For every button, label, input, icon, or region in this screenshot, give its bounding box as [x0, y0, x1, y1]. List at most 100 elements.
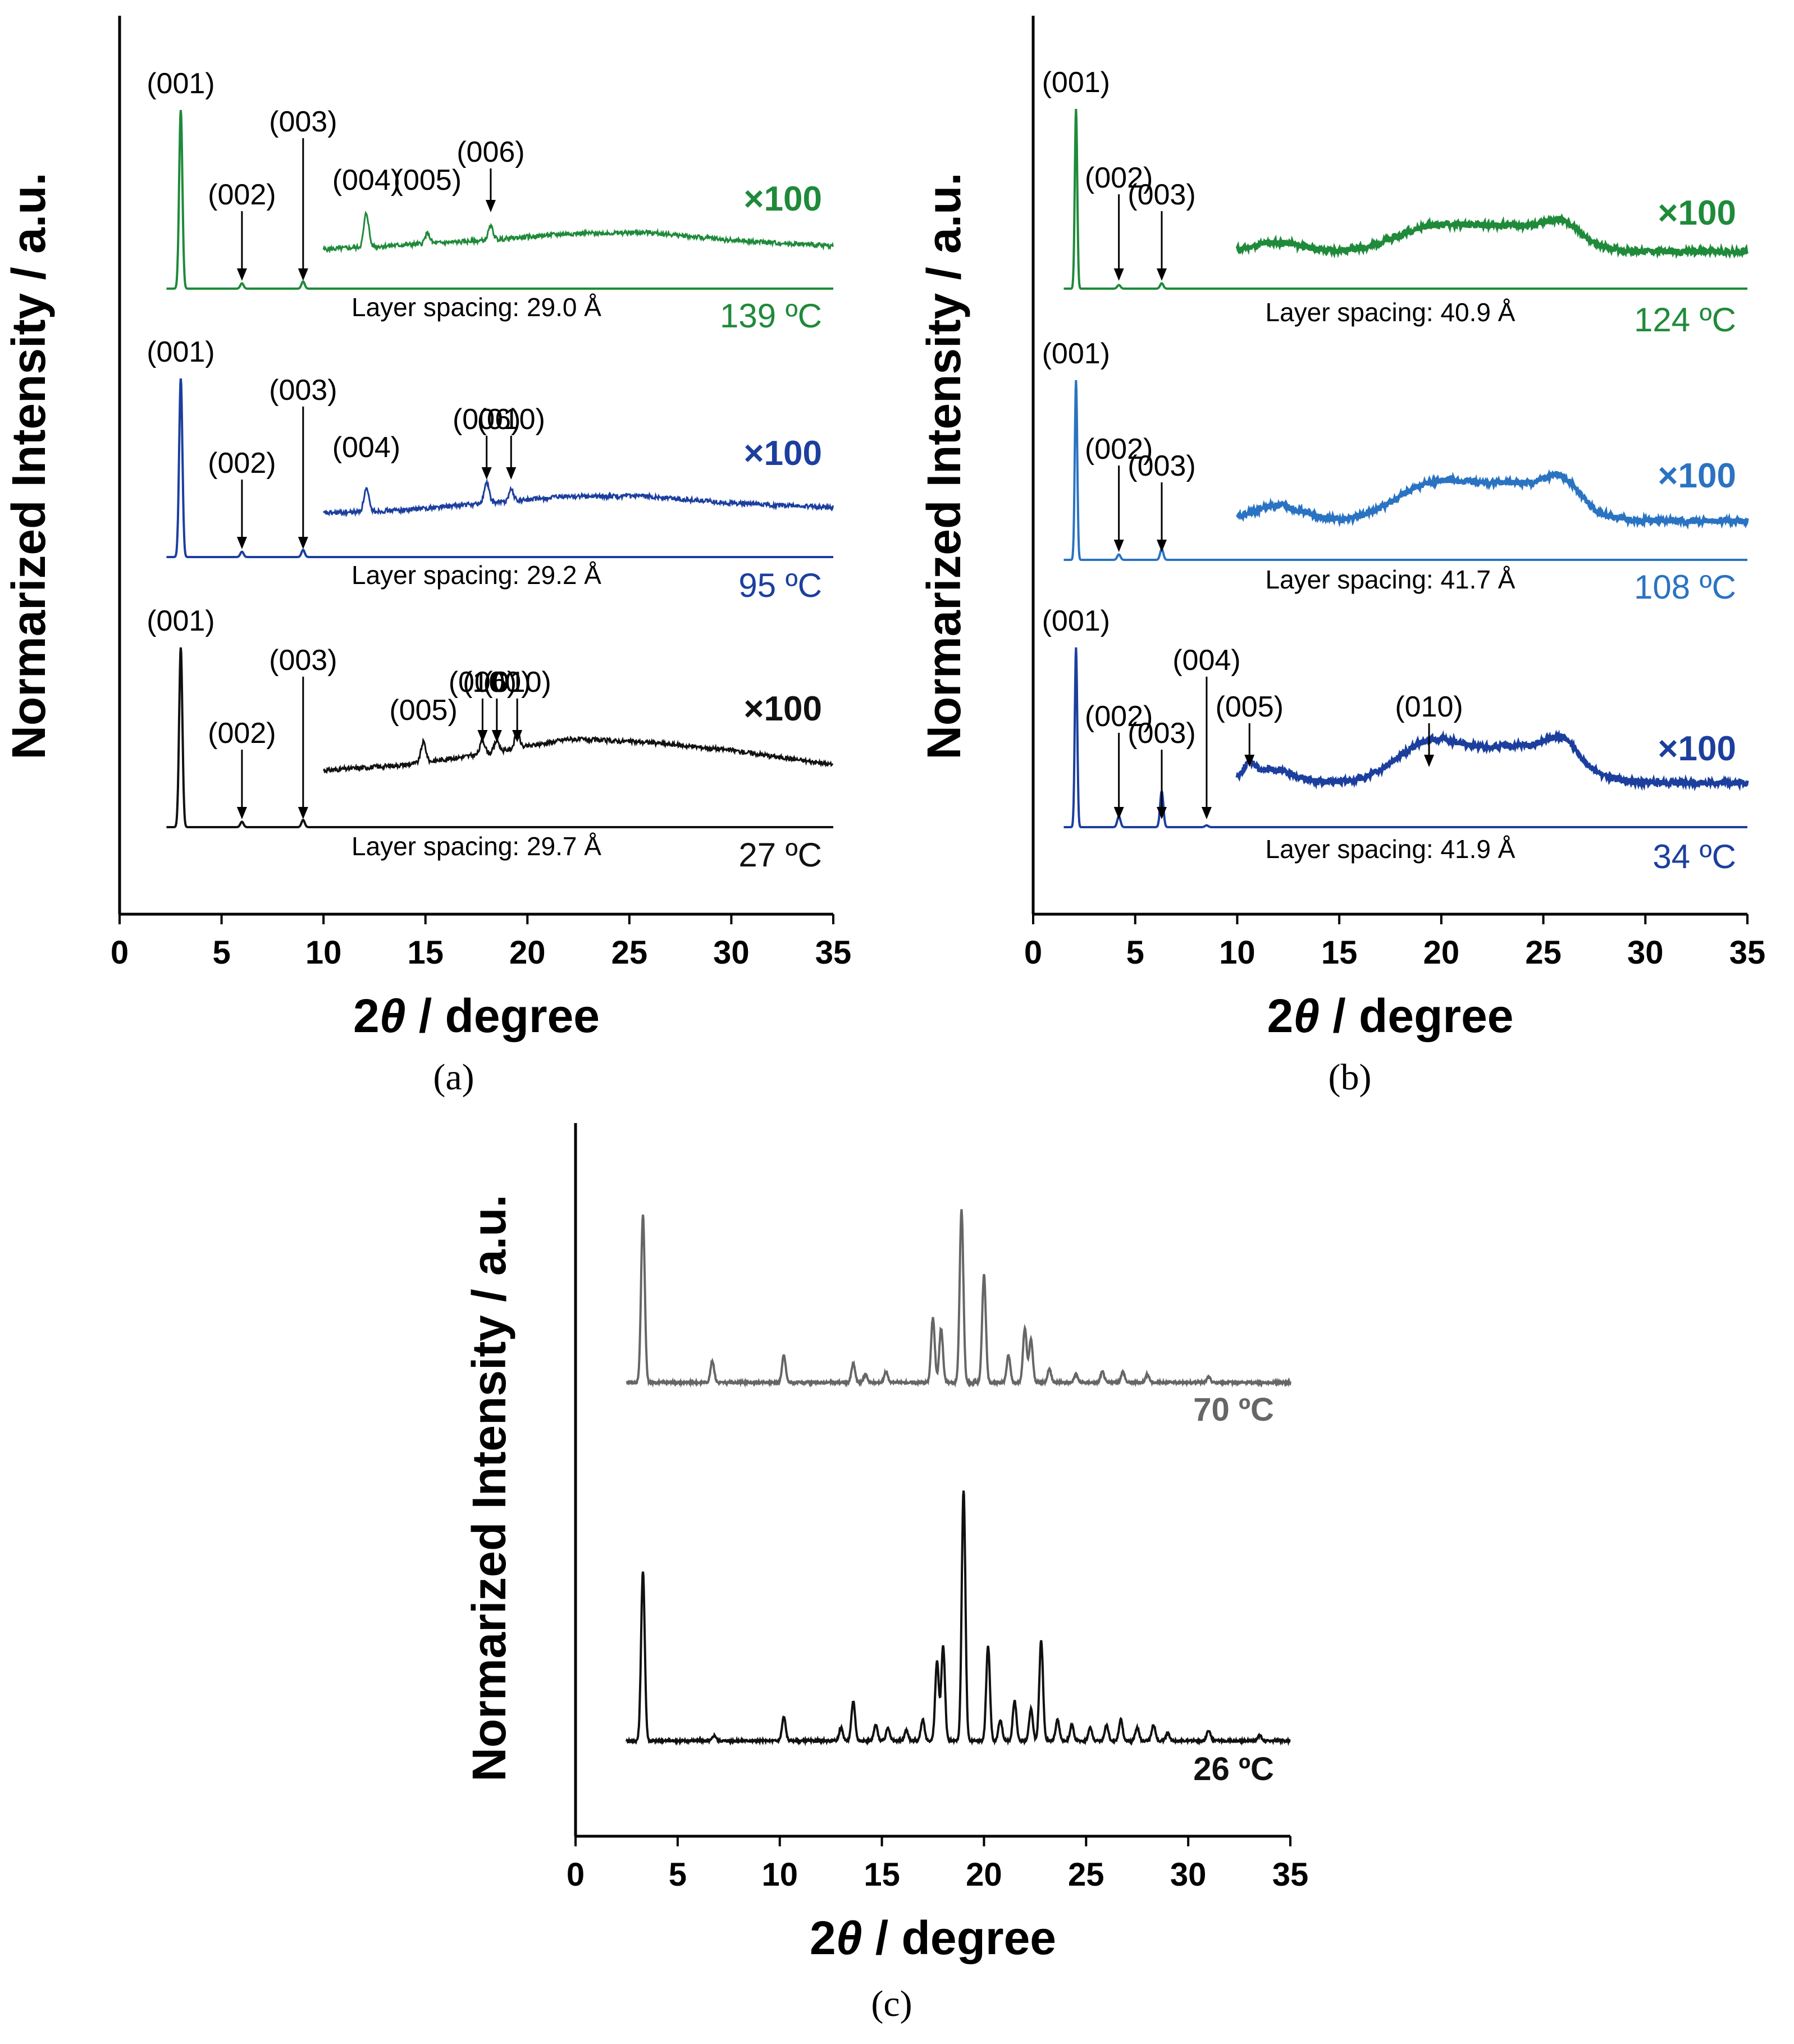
c-y-axis-label: Normarized Intensity / a.u.: [463, 1194, 515, 1782]
b-low-angle-trace-3: [1063, 647, 1747, 828]
a-s1-peak-label-2: (003): [269, 106, 337, 138]
b-x-tick-label: 5: [1126, 934, 1144, 971]
a-s3-arrowhead-6: [512, 730, 523, 742]
a-s3-peak-label-1: (002): [208, 717, 276, 750]
a-temperature-2: 95 ºC: [738, 567, 822, 604]
b-s1-peak-label-1: (002): [1085, 162, 1153, 194]
a-s3-peak-label-6: (010): [483, 666, 551, 699]
a-temperature-1: 139 ºC: [720, 297, 822, 335]
a-x-tick-label: 10: [305, 934, 342, 971]
c-x-axis-label: 2θ / degree: [810, 1911, 1056, 1964]
b-x-axis-label: 2θ / degree: [1267, 989, 1513, 1042]
b-x-tick-label: 35: [1729, 934, 1766, 971]
b-scaled-trace-1: [1235, 213, 1749, 259]
a-low-angle-trace-3: [166, 647, 833, 828]
a-multiplier-3: ×100: [743, 690, 822, 728]
b-x-tick-label: 25: [1525, 934, 1562, 971]
a-x-tick-label: 5: [212, 934, 230, 971]
a-multiplier-1: ×100: [743, 180, 822, 218]
b-temperature-3: 34 ºC: [1653, 838, 1736, 875]
a-s2-peak-label-5: (010): [477, 403, 545, 436]
a-x-tick-label: 35: [815, 934, 852, 971]
c-temperature-1: 70 ºC: [1193, 1391, 1274, 1428]
a-s3-peak-label-3: (005): [389, 694, 457, 727]
a-series-1: (001) (002) (003) (004)(005)(006) Layer spac…: [147, 67, 834, 335]
a-s3-peak-label-2: (003): [269, 644, 337, 677]
b-layer-spacing-3: Layer spacing: 41.9 Å: [1266, 834, 1515, 864]
c-x-tick-label: 10: [761, 1856, 798, 1893]
b-layer-spacing-2: Layer spacing: 41.7 Å: [1266, 565, 1515, 594]
a-s1-peak-label-0: (001): [147, 67, 214, 100]
b-series-1: (001) (002)(003) Layer spacing: 40.9 Å 124 …: [1042, 66, 1749, 339]
a-s1-arrowhead-5: [485, 200, 496, 212]
a-x-tick-label: 15: [407, 934, 444, 971]
b-s3-arrowhead-2: [1156, 807, 1167, 819]
b-s3-peak-label-4: (005): [1216, 691, 1284, 723]
c-x-tick-label: 15: [864, 1856, 900, 1893]
c-x-tick-label: 20: [966, 1856, 1002, 1893]
b-scaled-trace-3: [1235, 729, 1749, 792]
a-s3-peak-label-0: (001): [147, 605, 214, 637]
a-x-axis-label: 2θ / degree: [353, 989, 600, 1042]
a-s2-peak-label-4: (006): [453, 403, 521, 436]
a-s3-arrowhead-2: [298, 807, 308, 819]
a-s2-peak-label-3: (004): [332, 431, 400, 464]
b-s3-arrowhead-1: [1113, 807, 1124, 819]
a-layer-spacing-1: Layer spacing: 29.0 Å: [352, 293, 601, 322]
b-s1-peak-label-2: (003): [1127, 179, 1195, 211]
b-s2-arrowhead-1: [1113, 540, 1124, 552]
b-x-tick-label: 10: [1219, 934, 1256, 971]
a-x-tick-label: 0: [111, 934, 129, 971]
b-multiplier-3: ×100: [1658, 729, 1736, 768]
b-low-angle-trace-2: [1063, 380, 1747, 561]
a-layer-spacing-2: Layer spacing: 29.2 Å: [352, 560, 601, 590]
a-s3-peak-label-4: (006): [449, 666, 517, 699]
a-scaled-trace-1: [322, 211, 834, 254]
a-s3-arrowhead-5: [491, 730, 502, 742]
a-s1-peak-label-3: (004): [332, 164, 400, 197]
b-s3-arrowhead-4: [1244, 755, 1255, 767]
a-x-tick-label: 30: [713, 934, 750, 971]
b-caption: (b): [1329, 1057, 1372, 1098]
a-low-angle-trace-2: [166, 378, 833, 558]
b-s3-peak-label-3: (004): [1172, 644, 1240, 677]
a-series-2: (001) (002) (003) (004) (006)(010) Layer spac…: [147, 336, 834, 604]
c-x-tick-label: 0: [567, 1856, 585, 1893]
c-trace-2: [625, 1490, 1291, 1746]
panel-a: 0 5 10 15 20 25 30 35 2θ / degree Normarized Inte…: [2, 16, 851, 1098]
b-temperature-1: 124 ºC: [1634, 301, 1736, 339]
b-multiplier-1: ×100: [1658, 194, 1736, 232]
c-x-tick-label: 5: [669, 1856, 687, 1893]
a-x-tick-label: 25: [611, 934, 648, 971]
b-x-tick-label: 15: [1321, 934, 1358, 971]
b-x-tick-label: 30: [1627, 934, 1664, 971]
b-series-2: (001) (002)(003) Layer spacing: 41.7 Å 108 …: [1042, 337, 1749, 606]
b-s3-peak-label-2: (003): [1127, 717, 1195, 750]
panel-c: 0 5 10 15 20 25 30 35 2θ / degree Normarized Inte…: [463, 1123, 1308, 2024]
b-low-angle-trace-1: [1063, 108, 1747, 290]
a-s3-peak-label-5: (100): [463, 666, 531, 699]
a-s2-peak-label-2: (003): [269, 374, 337, 407]
a-s1-peak-label-4: (005): [394, 164, 462, 197]
b-temperature-2: 108 ºC: [1634, 568, 1736, 606]
c-x-tick-label: 30: [1170, 1856, 1207, 1893]
c-caption: (c): [871, 1983, 912, 2024]
b-s3-arrowhead-5: [1424, 755, 1435, 767]
a-s1-arrowhead-2: [298, 268, 308, 281]
b-scaled-trace-2: [1235, 469, 1749, 530]
a-scaled-trace-2: [322, 478, 834, 518]
b-layer-spacing-1: Layer spacing: 40.9 Å: [1266, 298, 1515, 327]
b-s2-peak-label-2: (003): [1127, 450, 1195, 482]
b-s1-peak-label-0: (001): [1042, 66, 1110, 99]
a-s1-peak-label-5: (006): [457, 136, 524, 168]
a-s2-arrowhead-4: [481, 467, 492, 480]
a-low-angle-trace-1: [166, 110, 833, 290]
panel-b: 0 5 10 15 20 25 30 35 2θ / degree Normarized Inte…: [917, 16, 1765, 1098]
a-s1-peak-label-1: (002): [208, 179, 276, 211]
a-s2-peak-label-0: (001): [147, 336, 214, 368]
c-temperature-2: 26 ºC: [1193, 1751, 1274, 1787]
c-trace-1: [626, 1209, 1291, 1388]
b-y-axis-label: Normarized Intensity / a.u.: [917, 172, 970, 760]
